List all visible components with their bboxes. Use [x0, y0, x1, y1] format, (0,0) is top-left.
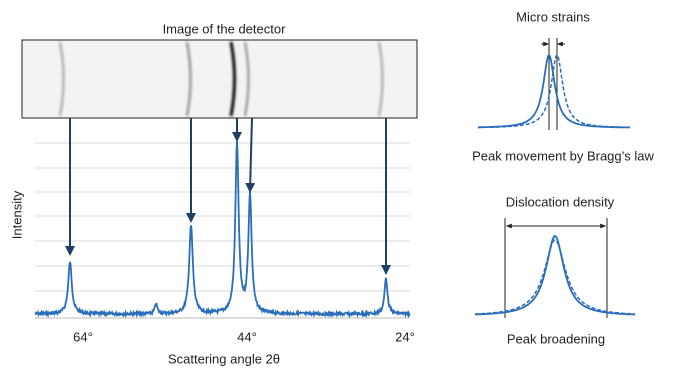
dislocation-caption: Peak broadening [507, 331, 605, 346]
grid [35, 143, 410, 291]
x-tick-label: 24° [395, 329, 415, 344]
peak [478, 55, 630, 128]
micro-strains-title: Micro strains [516, 9, 590, 24]
spectrum [35, 141, 410, 316]
micro-strains-caption: Peak movement by Bragg’s law [472, 148, 654, 163]
detector-title: Image of the detector [163, 21, 287, 36]
x-axis-label: Scattering angle 2θ [168, 351, 280, 366]
x-tick-label: 44° [237, 329, 257, 344]
x-tick-label: 64° [73, 329, 93, 344]
dislocation-title: Dislocation density [506, 194, 615, 209]
detector-image [22, 40, 417, 118]
arrows [70, 118, 386, 273]
figure: Image of the detector 64° 44° 24° Scatte… [0, 0, 692, 374]
peak-shifted [478, 55, 630, 127]
y-axis-label: Intensity [9, 190, 24, 239]
peak-broadened [475, 240, 635, 314]
peak [475, 236, 635, 315]
